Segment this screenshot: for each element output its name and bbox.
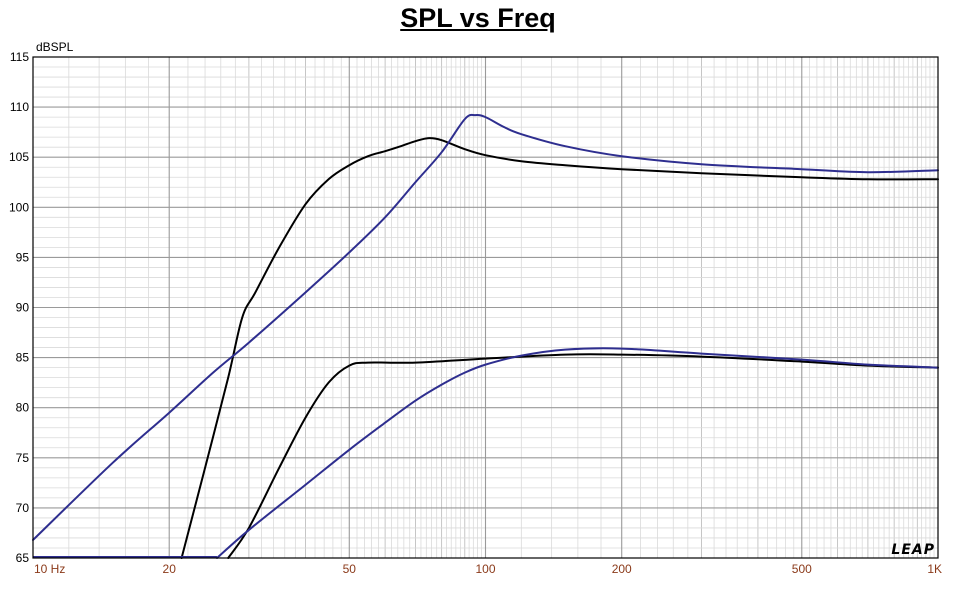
y-tick-label: 95 [16,250,30,264]
series-line-2 [32,113,939,541]
y-tick-labels: 65 70 75 80 85 90 95 100 105 110 115 [9,50,29,565]
chart-title: SPL vs Freq [400,3,556,33]
x-tick-label: 50 [343,562,357,576]
y-tick-label: 80 [16,401,30,415]
x-tick-label: 10 Hz [34,562,65,576]
leap-logo: LEAP [891,542,935,558]
series-line-1 [180,137,939,559]
x-tick-label: 500 [792,562,812,576]
y-tick-label: 65 [16,551,30,565]
y-tick-label: 115 [10,50,29,64]
y-tick-label: 110 [10,100,29,114]
y-tick-label: 85 [16,351,30,365]
y-tick-label: 105 [9,150,29,164]
plot-frame [32,56,939,559]
x-tick-label: 200 [612,562,632,576]
series-line-3 [227,353,939,559]
y-tick-label: 100 [9,200,29,214]
series-line-4 [215,347,939,559]
major-gridlines [33,57,938,558]
y-tick-label: 70 [16,501,30,515]
y-tick-label: 75 [16,451,30,465]
x-tick-label: 100 [475,562,495,576]
x-tick-label: 20 [163,562,177,576]
y-axis-label: dBSPL [36,40,74,54]
series-lines [32,113,939,559]
x-tick-labels: 10 Hz 20 50 100 200 500 1K [34,562,942,576]
y-tick-label: 90 [16,301,30,315]
x-tick-label: 1K [927,562,942,576]
